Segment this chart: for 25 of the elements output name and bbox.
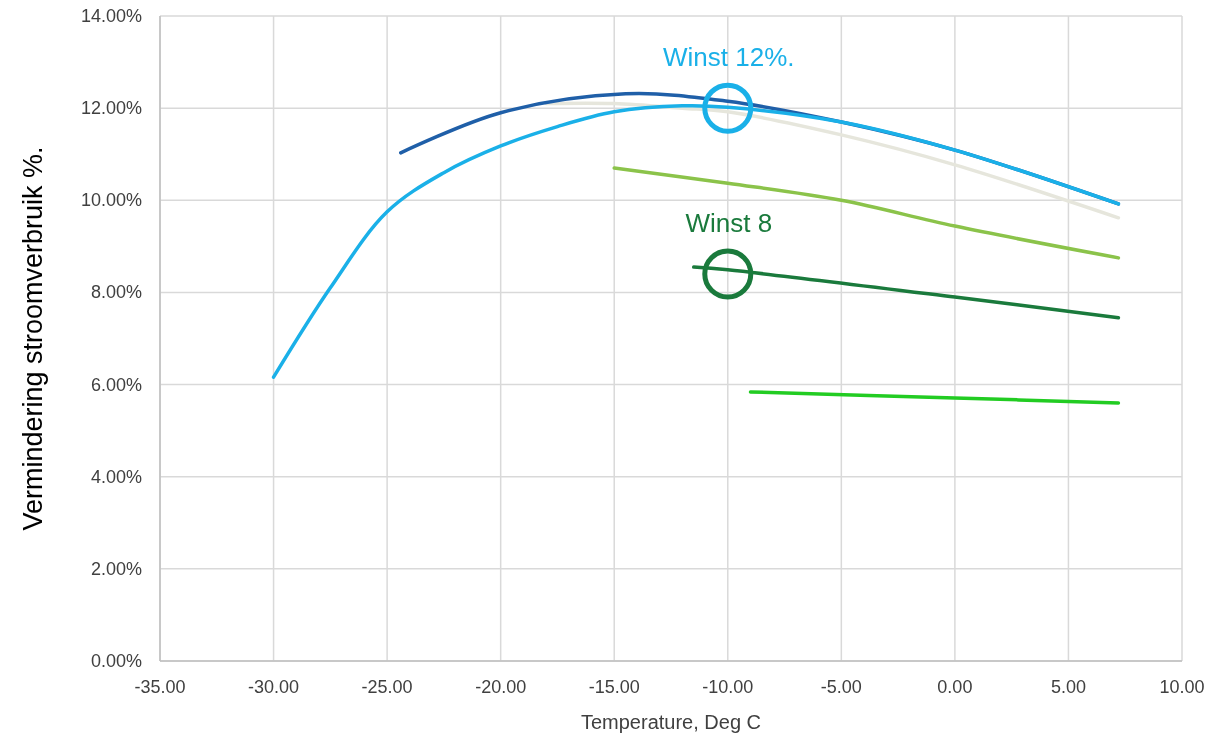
y-tick-label: 12.00% <box>80 98 142 119</box>
x-tick-label: 10.00 <box>1159 677 1205 697</box>
y-tick-label: 8.00% <box>90 282 142 303</box>
line-series <box>612 166 1121 260</box>
x-tick-label: -5.00 <box>820 677 862 697</box>
x-tick-label: -20.00 <box>475 677 527 697</box>
x-tick-label: 0.00 <box>937 677 973 697</box>
y-tick-label: 2.00% <box>90 558 142 579</box>
x-axis-title: Temperature, Deg C <box>580 711 762 733</box>
y-tick-label: 10.00% <box>80 190 142 211</box>
line-series <box>271 103 1121 379</box>
x-tick-label: -30.00 <box>248 677 300 697</box>
annotation: Winst 12%. <box>663 42 795 73</box>
x-tick-label: -25.00 <box>361 677 413 697</box>
line-series <box>691 265 1121 320</box>
x-tick-label: -10.00 <box>702 677 754 697</box>
x-tick-label: -35.00 <box>134 677 186 697</box>
x-tick-label: -15.00 <box>588 677 640 697</box>
x-tick-label: 5.00 <box>1050 677 1086 697</box>
annotation: Winst 8 <box>685 208 773 238</box>
y-tick-label: 0.00% <box>90 651 142 671</box>
y-axis-title: Vermindering stroomverbruik %. <box>18 146 48 531</box>
y-tick-label: 6.00% <box>90 374 142 395</box>
y-tick-label: 4.00% <box>90 466 142 487</box>
y-tick-label: 14.00% <box>80 6 142 26</box>
